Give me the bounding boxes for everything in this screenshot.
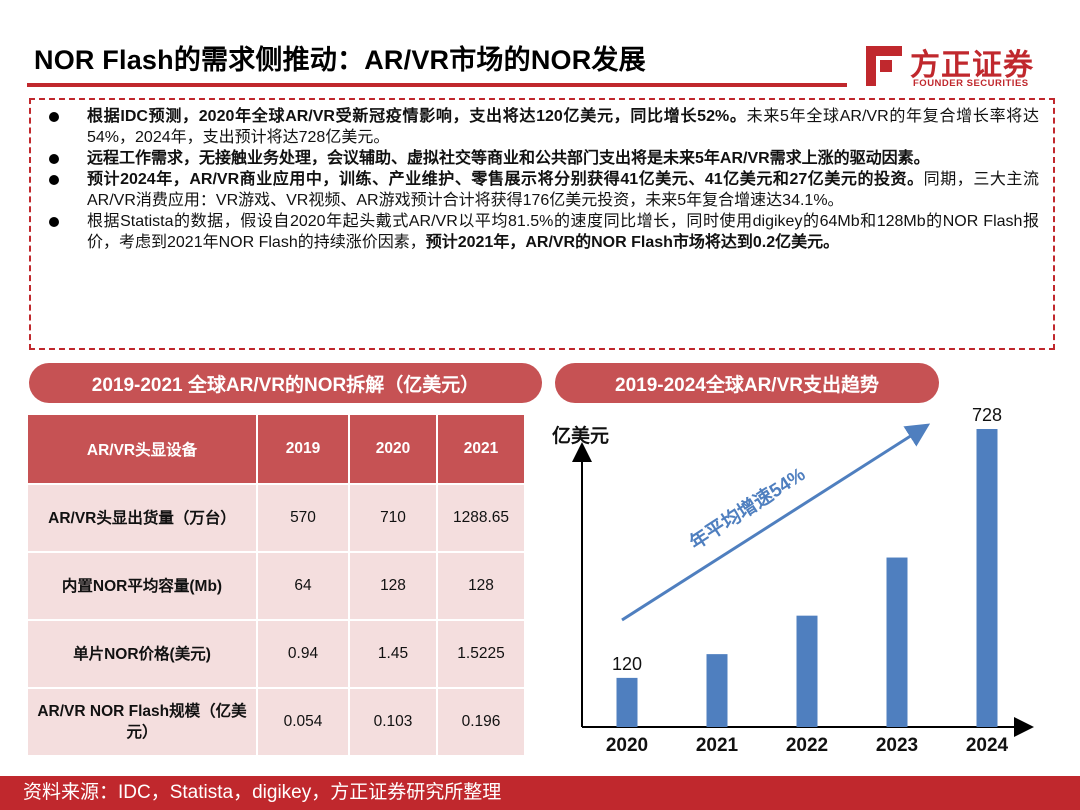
table-cell: 710	[350, 485, 438, 553]
company-logo: 方正证券 FOUNDER SECURITIES	[862, 42, 1052, 92]
table-cell: 64	[258, 553, 350, 621]
table-cell: 1.45	[350, 621, 438, 689]
table-row: AR/VR头显出货量（万台） 570 710 1288.65	[28, 485, 526, 553]
founder-logo-icon	[866, 46, 902, 86]
bullet-dot-icon	[49, 217, 59, 227]
table-section-header: 2019-2021 全球AR/VR的NOR拆解（亿美元）	[29, 363, 542, 403]
table-header-cell: 2020	[350, 415, 438, 485]
row-label: AR/VR头显出货量（万台）	[28, 485, 258, 553]
table-cell: 128	[438, 553, 526, 621]
x-tick-label: 2020	[606, 735, 648, 756]
x-tick-label: 2024	[966, 735, 1009, 756]
table-row: 内置NOR平均容量(Mb) 64 128 128	[28, 553, 526, 621]
data-label: 728	[972, 405, 1002, 425]
bullet-dot-icon	[49, 112, 59, 122]
bullet-bold-text: 远程工作需求，无接触业务处理，会议辅助、虚拟社交等商业和公共部门支出将是未来5年…	[87, 150, 930, 167]
nor-breakdown-table: AR/VR头显设备 2019 2020 2021 AR/VR头显出货量（万台） …	[28, 415, 526, 757]
table-cell: 128	[350, 553, 438, 621]
bullet-item: 预计2024年，AR/VR商业应用中，训练、产业维护、零售展示将分别获得41亿美…	[47, 169, 1039, 211]
x-tick-label: 2021	[696, 735, 739, 756]
table-header-row: AR/VR头显设备 2019 2020 2021	[28, 415, 526, 485]
row-label: 单片NOR价格(美元)	[28, 621, 258, 689]
bar	[796, 615, 818, 727]
bullet-item: 根据IDC预测，2020年全球AR/VR受新冠疫情影响，支出将达120亿美元，同…	[47, 106, 1039, 148]
bullet-text: 同期，三大主流AR/VR消费应用：VR游戏、VR视频、AR游戏预计合计将获得17…	[87, 171, 1039, 209]
y-axis-label: 亿美元	[552, 424, 609, 447]
table-cell: 0.103	[350, 689, 438, 757]
source-footer: 资料来源：IDC，Statista，digikey，方正证券研究所整理	[0, 776, 1080, 810]
x-tick-label: 2023	[876, 735, 918, 756]
table-header-cell: AR/VR头显设备	[28, 415, 258, 485]
bullet-bold-text: 预计2021年，AR/VR的NOR Flash市场将达到0.2亿美元。	[425, 234, 840, 251]
bar	[886, 557, 908, 727]
table-cell: 0.054	[258, 689, 350, 757]
chart-section-header: 2019-2024全球AR/VR支出趋势	[555, 363, 939, 403]
table-cell: 1.5225	[438, 621, 526, 689]
table-cell: 570	[258, 485, 350, 553]
bullet-dot-icon	[49, 175, 59, 185]
bar	[616, 677, 638, 727]
bullet-item: 远程工作需求，无接触业务处理，会议辅助、虚拟社交等商业和公共部门支出将是未来5年…	[47, 148, 1039, 169]
table-header-cell: 2019	[258, 415, 350, 485]
page-title: NOR Flash的需求侧推动：AR/VR市场的NOR发展	[34, 45, 646, 75]
table-row: 单片NOR价格(美元) 0.94 1.45 1.5225	[28, 621, 526, 689]
bullet-bold-text: 预计2024年，AR/VR商业应用中，训练、产业维护、零售展示将分别获得41亿美…	[87, 171, 924, 188]
bar	[976, 429, 998, 727]
title-underline	[27, 83, 847, 87]
bullet-item: 根据Statista的数据，假设自2020年起头戴式AR/VR以平均81.5%的…	[47, 211, 1039, 253]
table-cell: 1288.65	[438, 485, 526, 553]
row-label: AR/VR NOR Flash规模（亿美元）	[28, 689, 258, 757]
bullet-text: 根据Statista的数据，假设自2020年起头戴式AR/VR以平均81.5%的…	[87, 213, 1039, 251]
row-label: 内置NOR平均容量(Mb)	[28, 553, 258, 621]
bullet-dot-icon	[49, 154, 59, 164]
data-label: 120	[612, 654, 642, 674]
table-cell: 0.94	[258, 621, 350, 689]
bar	[706, 654, 728, 727]
bullet-text: 未来5年全球AR/VR的年复合增长率将达54%，2024年，支出预计将达728亿…	[87, 108, 1039, 146]
bullet-bold-text: 根据IDC预测，2020年全球AR/VR受新冠疫情影响，支出将达120亿美元，同…	[87, 108, 747, 125]
table-cell: 0.196	[438, 689, 526, 757]
table-header-cell: 2021	[438, 415, 526, 485]
summary-bullets: 根据IDC预测，2020年全球AR/VR受新冠疫情影响，支出将达120亿美元，同…	[29, 98, 1055, 350]
table-row: AR/VR NOR Flash规模（亿美元） 0.054 0.103 0.196	[28, 689, 526, 757]
logo-en-text: FOUNDER SECURITIES	[913, 78, 1029, 89]
trend-arrow	[621, 423, 931, 622]
logo-cn-text: 方正证券	[910, 49, 1034, 82]
x-tick-label: 2022	[786, 735, 828, 756]
